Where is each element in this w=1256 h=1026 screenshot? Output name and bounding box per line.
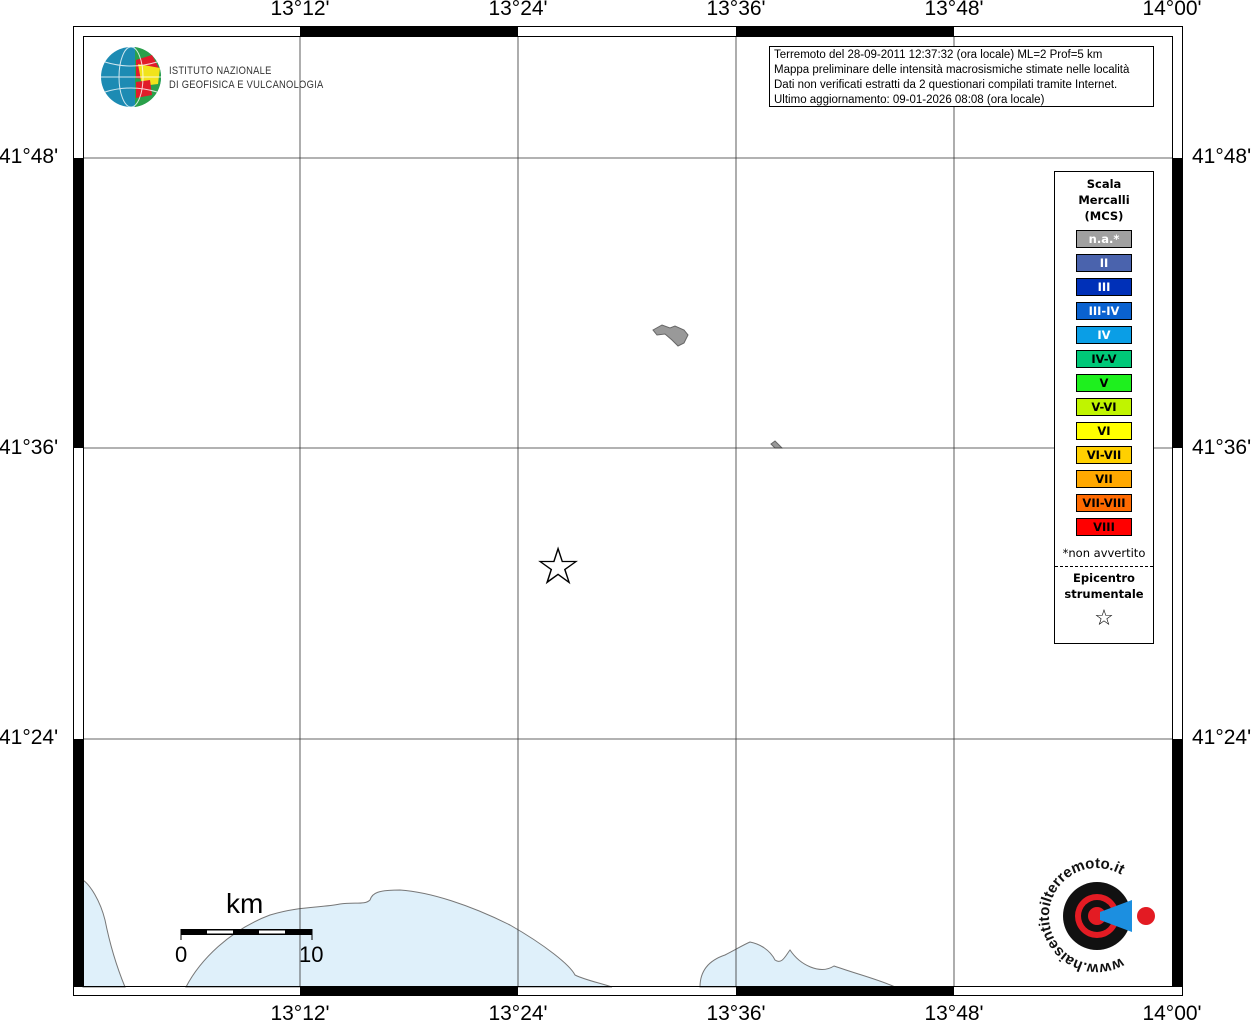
legend-title: Scala Mercalli (MCS) bbox=[1055, 176, 1153, 224]
lon-label-bottom: 13°36' bbox=[706, 1002, 766, 1025]
legend-star-icon: ☆ bbox=[1094, 606, 1114, 631]
hst-logo: www.haisentitoilterremoto.it bbox=[1036, 855, 1155, 977]
legend-title-line: Scala bbox=[1086, 177, 1122, 191]
legend-swatch-viii: VIII bbox=[1076, 518, 1132, 536]
legend-title-line: (MCS) bbox=[1084, 209, 1124, 223]
island-2 bbox=[770, 440, 784, 449]
lon-label-top: 13°24' bbox=[488, 0, 548, 20]
legend-swatch-ii: II bbox=[1076, 254, 1132, 272]
legend-divider bbox=[1055, 566, 1153, 567]
legend-swatch-iii: III bbox=[1076, 278, 1132, 296]
scale-bar bbox=[180, 929, 313, 940]
legend-swatch-v: V bbox=[1076, 374, 1132, 392]
legend-swatch-iv: IV bbox=[1076, 326, 1132, 344]
epicenter-star-icon: ☆ bbox=[534, 538, 582, 596]
lon-label-top: 14°00' bbox=[1142, 0, 1202, 20]
lon-label-bottom: 14°00' bbox=[1142, 1002, 1202, 1025]
sea-west bbox=[82, 879, 126, 988]
info-line: Terremoto del 28-09-2011 12:37:32 (ora l… bbox=[774, 49, 1103, 61]
lat-label-right: 41°24' bbox=[1192, 726, 1252, 749]
sea-east bbox=[699, 941, 896, 988]
map-border bbox=[73, 26, 1183, 996]
legend-epicenter-line: Epicentro bbox=[1073, 571, 1135, 585]
gridlines bbox=[83, 36, 1173, 987]
ingv-name-line1: ISTITUTO NAZIONALE bbox=[169, 65, 272, 77]
legend-title-line: Mercalli bbox=[1078, 193, 1130, 207]
island-1 bbox=[652, 324, 689, 347]
lon-label-top: 13°36' bbox=[706, 0, 766, 20]
scale-start: 0 bbox=[175, 942, 188, 967]
lat-label-right: 41°48' bbox=[1192, 145, 1252, 168]
scale-end: 10 bbox=[299, 942, 324, 967]
mcs-legend: Scala Mercalli (MCS) n.a.* II III III-IV IV I… bbox=[1054, 171, 1154, 644]
lon-label-bottom: 13°48' bbox=[924, 1002, 984, 1025]
legend-swatch-v-vi: V-VI bbox=[1076, 398, 1132, 416]
legend-swatches: n.a.* II III III-IV IV IV-V V V-VI VI VI-VII VII VI… bbox=[1055, 230, 1153, 536]
info-line: Ultimo aggiornamento: 09-01-2026 08:08 (… bbox=[774, 94, 1045, 106]
legend-note: *non avvertito bbox=[1062, 546, 1146, 560]
legend-swatch-iii-iv: III-IV bbox=[1076, 302, 1132, 320]
lon-label-top: 13°48' bbox=[924, 0, 984, 20]
legend-swatch-vii: VII bbox=[1076, 470, 1132, 488]
info-line: Dati non verificati estratti da 2 questi… bbox=[774, 79, 1118, 91]
legend-epicenter-line: strumentale bbox=[1064, 587, 1144, 601]
legend-swatch-vii-viii: VII-VIII bbox=[1076, 494, 1132, 512]
sea-areas bbox=[82, 324, 896, 988]
legend-swatch-vi-vii: VI-VII bbox=[1076, 446, 1132, 464]
lon-label-top: 13°12' bbox=[270, 0, 330, 20]
legend-epicenter-label: Epicentro strumentale bbox=[1055, 570, 1153, 602]
sea-gulf-of-gaeta bbox=[185, 889, 613, 988]
lat-label-left: 41°48' bbox=[0, 145, 59, 168]
lat-label-left: 41°24' bbox=[0, 726, 59, 749]
scale-unit: km bbox=[226, 888, 264, 919]
lat-label-right: 41°36' bbox=[1192, 436, 1252, 459]
ingv-logo-text: ISTITUTO NAZIONALE DI GEOFISICA E VULCAN… bbox=[169, 64, 323, 92]
ingv-name-line2: DI GEOFISICA E VULCANOLOGIA bbox=[169, 79, 324, 91]
legend-swatch-iv-v: IV-V bbox=[1076, 350, 1132, 368]
lat-label-left: 41°36' bbox=[0, 436, 59, 459]
event-info-box: Terremoto del 28-09-2011 12:37:32 (ora l… bbox=[769, 46, 1154, 107]
info-line: Mappa preliminare delle intensità macros… bbox=[774, 64, 1130, 76]
legend-swatch-n-a-: n.a.* bbox=[1076, 230, 1132, 248]
lon-label-bottom: 13°24' bbox=[488, 1002, 548, 1025]
lon-label-bottom: 13°12' bbox=[270, 1002, 330, 1025]
ingv-globe-logo bbox=[101, 46, 162, 108]
legend-swatch-vi: VI bbox=[1076, 422, 1132, 440]
